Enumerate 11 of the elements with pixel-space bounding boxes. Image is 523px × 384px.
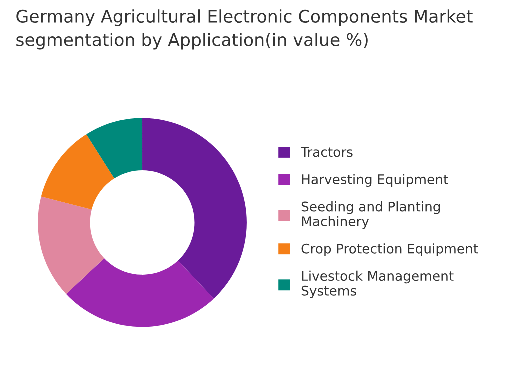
legend-label: Livestock Management Systems — [302, 270, 454, 298]
legend-label: Harvesting Equipment — [302, 174, 448, 188]
legend-label: Seeding and Planting Machinery — [302, 202, 440, 230]
donut-slice — [142, 118, 247, 299]
legend-label: Crop Protection Equipment — [302, 244, 478, 256]
donut-slice — [66, 258, 214, 328]
donut-slice — [41, 134, 115, 210]
legend-label: Tractors — [300, 147, 353, 158]
donut-slice — [86, 118, 143, 179]
donut-slice — [38, 196, 104, 294]
chart-title: Germany Agricultural Electronic Components Market segmentation by Application(in value %) — [16, 10, 473, 50]
